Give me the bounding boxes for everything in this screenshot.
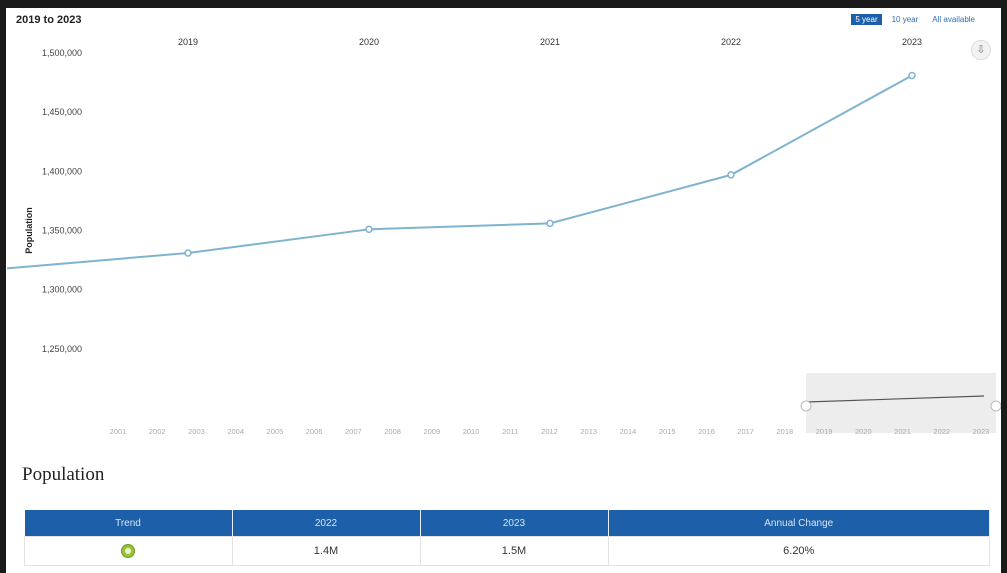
y-tick-label: 1,300,000 [42,285,82,295]
navigator-tick-label: 2007 [345,427,362,436]
population-table: Trend 2022 2023 Annual Change 1.4M 1.5M … [24,510,990,566]
population-line [6,74,913,270]
navigator-handle-left [800,400,812,412]
y-tick-label: 1,250,000 [42,344,82,354]
table-row: 1.4M 1.5M 6.20% [24,536,990,566]
y-tick-label: 1,400,000 [42,166,82,176]
data-point [727,171,735,179]
range-all-button[interactable]: All available [932,15,975,24]
header-2023: 2023 [420,510,609,537]
range-title: 2019 to 2023 [16,14,82,26]
header-2022: 2022 [232,510,421,537]
value-2022: 1.4M [231,536,421,566]
navigator-tick-label: 2018 [777,427,794,436]
navigator-tick-label: 2009 [423,427,440,436]
range-5-year-button[interactable]: 5 year [851,14,882,25]
navigator-tick-label: 2014 [620,427,637,436]
up-trend-icon [121,544,136,558]
navigator-tick-label: 2016 [698,427,715,436]
data-point [365,225,373,234]
navigator-tick-label: 2006 [306,427,323,436]
navigator-tick-label: 2011 [502,427,518,436]
navigator-tick-label: 2020 [855,427,872,436]
download-icon[interactable]: ⇩ [971,40,991,60]
navigator-tick-label: 2012 [541,427,558,436]
data-point [184,249,192,257]
navigator-selection [806,373,996,433]
navigator-tick-label: 2013 [580,427,597,436]
header-trend: Trend [24,510,233,537]
navigator-tick-label: 2023 [973,427,990,436]
navigator-line [805,395,985,403]
navigator-tick-label: 2010 [463,427,480,436]
range-10-year-button[interactable]: 10 year [891,15,919,24]
range-selector: 5 year 10 year All available [851,14,979,25]
navigator-tick-label: 2001 [110,427,127,436]
population-line-chart: 1,250,000 1,300,000 1,350,000 1,400,000 1,45… [6,37,1001,436]
navigator-handle-right [990,400,1001,412]
navigator-tick-label: 2005 [267,427,284,436]
chart-panel: 2019 to 2023 5 year 10 year All availabl… [6,8,1001,573]
x-tick-label: 2021 [540,37,560,47]
value-2023: 1.5M [419,536,609,566]
navigator-tick-label: 2003 [188,427,205,436]
navigator-tick-label: 2022 [933,427,950,436]
section-title: Population [22,464,105,485]
trend-cell [24,536,233,566]
table-header-row: Trend 2022 2023 Annual Change [24,510,990,537]
data-point [546,219,554,228]
header-annual-change: Annual Change [608,510,990,537]
navigator-tick-label: 2019 [816,427,833,436]
x-tick-label: 2019 [178,37,198,47]
navigator-tick-label: 2015 [659,427,676,436]
navigator-tick-label: 2021 [894,427,911,436]
navigator-tick-label: 2002 [149,427,166,436]
navigator-tick-label: 2017 [737,427,754,436]
data-point [908,71,916,80]
y-tick-label: 1,450,000 [42,107,82,117]
navigator-tick-label: 2004 [227,427,244,436]
navigator-tick-label: 2008 [384,427,401,436]
x-tick-label: 2022 [721,37,741,47]
x-tick-label: 2023 [902,37,922,47]
y-tick-label: 1,500,000 [42,48,82,58]
x-tick-label: 2020 [359,37,379,47]
annual-change: 6.20% [607,536,990,566]
y-tick-label: 1,350,000 [42,226,82,236]
y-axis-label: Population [24,207,34,254]
